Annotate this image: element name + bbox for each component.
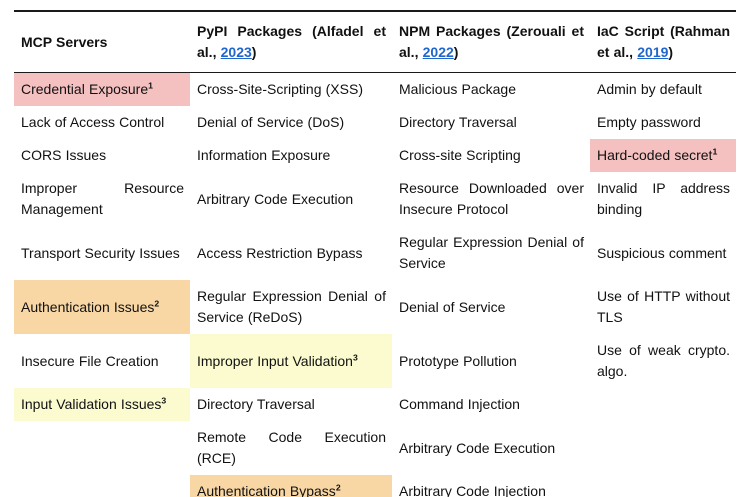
table-cell: Empty password	[597, 114, 701, 130]
vulnerability-comparison-table: MCP Servers PyPI Packages (Alfadel et al.…	[14, 10, 736, 497]
table-row-8: Input Validation Issues3 Directory Traver…	[14, 388, 736, 421]
table-cell-highlighted-pink: Hard-coded secret1	[590, 139, 736, 172]
table-cell: Remote Code Execution (RCE)	[197, 429, 386, 466]
table-cell: Denial of Service (DoS)	[197, 114, 345, 130]
table-head: MCP Servers PyPI Packages (Alfadel et al.…	[14, 11, 736, 73]
table-header-row: MCP Servers PyPI Packages (Alfadel et al.…	[14, 11, 736, 73]
table-cell: Use of HTTP without TLS	[597, 288, 730, 325]
footnote-marker-2: 2	[335, 482, 341, 493]
citation-link-2023[interactable]: 2023	[220, 44, 252, 60]
table-cell: Resource Downloaded over Insecure Protoc…	[399, 180, 584, 217]
table-cell-highlighted-yellow: Improper Input Validation3	[190, 334, 392, 388]
table-row-3: CORS Issues Information Exposure Cross-sit…	[14, 139, 736, 172]
table-cell: Denial of Service	[399, 298, 506, 315]
table-cell: Insecure File Creation	[21, 352, 159, 369]
table-cell-highlighted-pink: Credential Exposure1	[14, 72, 190, 106]
table-cell: Regular Expression Denial of Service (Re…	[197, 288, 386, 325]
table-cell: Admin by default	[597, 81, 702, 97]
table-cell	[14, 421, 190, 475]
table-row-7: Insecure File Creation Improper Input Val…	[14, 334, 736, 388]
footnote-marker-1: 1	[148, 80, 153, 91]
column-header-1: PyPI Packages (Alfadel et al., 2023)	[190, 11, 392, 73]
table-cell: Access Restriction Bypass	[197, 244, 363, 261]
table-row-1: Credential Exposure1 Cross-Site-Scripting…	[14, 72, 736, 106]
column-header-2: NPM Packages (Zerouali et al., 2022)	[392, 11, 590, 73]
table-cell: Invalid IP address binding	[597, 180, 730, 217]
table-cell: Lack of Access Control	[21, 114, 165, 130]
table-cell: Transport Security Issues	[21, 244, 180, 261]
table-cell: Directory Traversal	[197, 396, 315, 412]
table-cell-highlighted-orange: Authentication Issues2	[14, 280, 190, 334]
citation-link-2019[interactable]: 2019	[637, 44, 669, 60]
column-header-3: IaC Script (Rahman et al., 2019)	[590, 11, 736, 73]
table-cell: Regular Expression Denial of Service	[399, 234, 584, 271]
table-cell	[590, 475, 736, 497]
footnote-marker-3: 3	[161, 395, 167, 406]
table-cell: Command Injection	[399, 396, 520, 412]
table-cell	[590, 421, 736, 475]
table-cell: Arbitrary Code Execution	[399, 439, 556, 456]
footnote-marker-2: 2	[154, 297, 160, 308]
table-row-4: Improper Resource Management Arbitrary Co…	[14, 172, 736, 226]
table-cell: Arbitrary Code Injection	[399, 483, 546, 497]
table-row-2: Lack of Access Control Denial of Service …	[14, 106, 736, 139]
table-cell-highlighted-orange: Authentication Bypass2	[190, 475, 392, 497]
table-cell: Prototype Pollution	[399, 352, 517, 369]
table-cell: Cross-Site-Scripting (XSS)	[197, 81, 363, 97]
table-row-9: Remote Code Execution (RCE) Arbitrary Cod…	[14, 421, 736, 475]
table-cell	[590, 388, 736, 421]
table-cell: Directory Traversal	[399, 114, 517, 130]
footnote-marker-1: 1	[712, 146, 718, 157]
table-body: Credential Exposure1 Cross-Site-Scripting…	[14, 72, 736, 497]
table-cell: Arbitrary Code Execution	[197, 190, 354, 207]
table-cell: Malicious Package	[399, 81, 517, 97]
footnote-marker-3: 3	[352, 351, 358, 362]
table-cell: CORS Issues	[21, 147, 107, 163]
table-row-5: Transport Security Issues Access Restrict…	[14, 226, 736, 280]
table-cell: Suspicious comment	[597, 244, 727, 261]
table-cell-highlighted-yellow: Input Validation Issues3	[14, 388, 190, 421]
table-row-6: Authentication Issues2 Regular Expression…	[14, 280, 736, 334]
table-cell: Cross-site Scripting	[399, 147, 521, 163]
table-row-10: Authentication Bypass2 Arbitrary Code Inj…	[14, 475, 736, 497]
table-cell: Use of weak crypto. algo.	[597, 342, 730, 379]
table-cell: Information Exposure	[197, 147, 331, 163]
column-header-0: MCP Servers	[14, 11, 190, 73]
table-cell: Improper Resource Management	[21, 180, 184, 217]
table-cell	[14, 475, 190, 497]
citation-link-2022[interactable]: 2022	[422, 44, 454, 60]
